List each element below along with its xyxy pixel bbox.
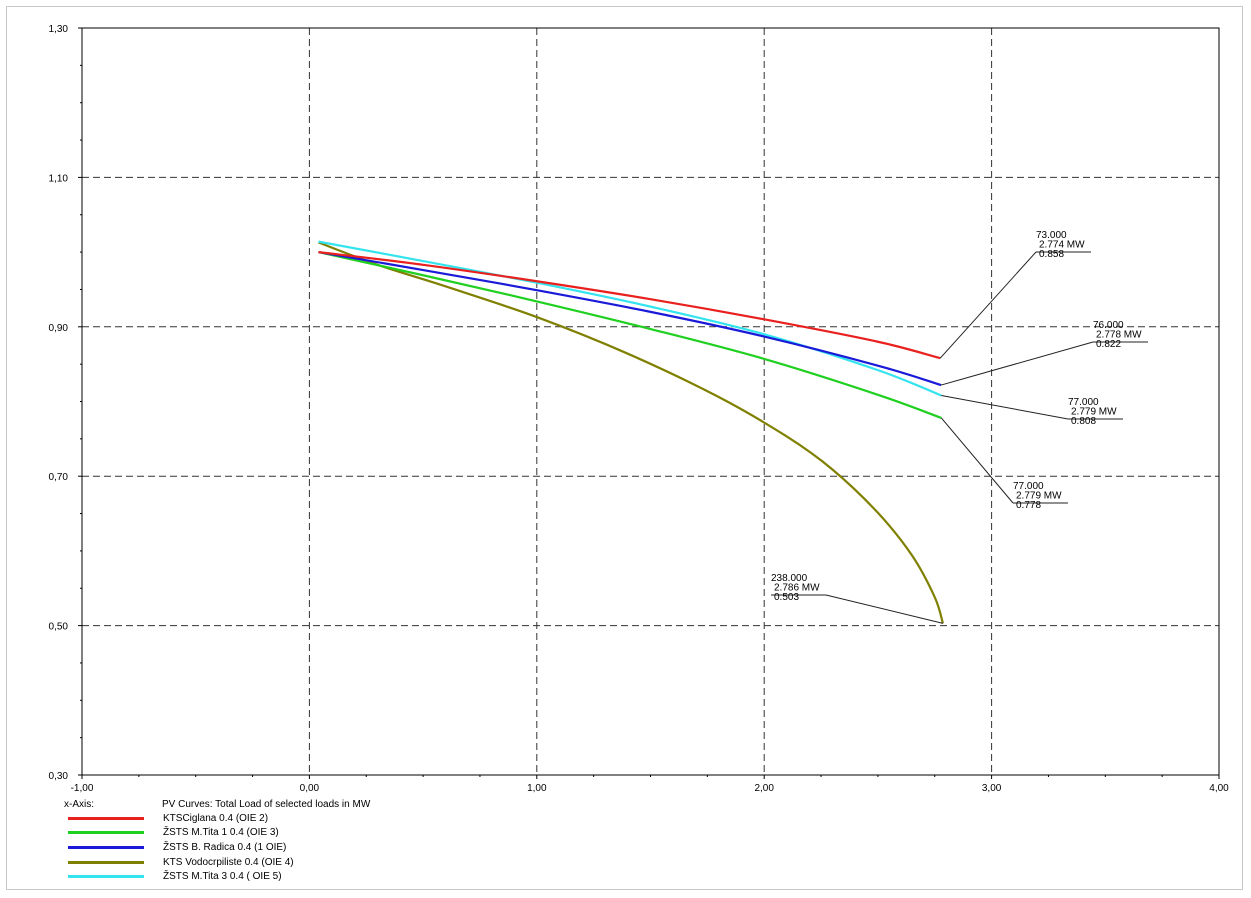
callout-text: 0.808 — [1071, 416, 1096, 427]
legend-swatch — [68, 831, 144, 835]
legend-label: KTSCiglana 0.4 (OIE 2) — [163, 812, 269, 824]
legend-label: ŽSTS M.Tita 1 0.4 (OIE 3) — [163, 827, 279, 839]
y-tick-label: 0,90 — [49, 323, 69, 334]
callout-text: 0.822 — [1096, 339, 1121, 350]
callout-text: 2.778 MW — [1096, 330, 1142, 341]
x-tick-label: 4,00 — [1209, 783, 1229, 794]
x-tick-label: 2,00 — [754, 783, 774, 794]
y-axis-ticks: 0,30 0,50 0,70 0,90 1,10 1,30 — [49, 24, 82, 782]
callout-leader — [941, 395, 1069, 420]
legend-axis-label: x-Axis: — [64, 798, 94, 810]
y-tick-label: 0,70 — [49, 472, 69, 483]
legend-header: x-Axis: PV Curves: Total Load of selecte… — [62, 797, 370, 811]
legend-swatch — [68, 845, 144, 849]
callout-text: 2.786 MW — [774, 583, 820, 594]
x-tick-label: 1,00 — [527, 783, 547, 794]
grid — [82, 28, 1219, 775]
legend-label: ŽSTS M.Tita 3 0.4 ( OIE 5) — [163, 871, 282, 883]
legend-item: KTSCiglana 0.4 (OIE 2) — [62, 811, 370, 826]
callout-leader — [825, 594, 944, 624]
callout-leader — [939, 251, 1037, 359]
legend-swatch — [68, 875, 144, 879]
callout-text: 0.858 — [1039, 249, 1064, 260]
x-axis-label: PV Curves: Total Load of selected loads … — [162, 798, 371, 810]
callout-text: 73.000 — [1036, 230, 1067, 241]
legend-label: KTS Vodocrpiliste 0.4 (OIE 4) — [163, 856, 294, 868]
legend-swatch — [68, 816, 144, 820]
callout-text: 76.000 — [1093, 320, 1124, 331]
callout-text: 77.000 — [1068, 397, 1099, 408]
callout-leader — [940, 341, 1094, 386]
y-tick-label: 1,10 — [49, 173, 69, 184]
x-axis-ticks: -1,00 0,00 1,00 2,00 3,00 4,00 — [71, 775, 1229, 794]
callout-text: 77.000 — [1013, 481, 1044, 492]
legend-item: ŽSTS M.Tita 1 0.4 (OIE 3) — [62, 826, 370, 841]
callout-text: 0.503 — [774, 592, 799, 603]
legend-label: ŽSTS B. Radica 0.4 (1 OIE) — [163, 841, 287, 853]
legend-item: KTS Vodocrpiliste 0.4 (OIE 4) — [62, 855, 370, 870]
chart-frame — [6, 6, 1243, 890]
x-tick-label: -1,00 — [71, 783, 94, 794]
callout-text: 2.774 MW — [1039, 240, 1085, 251]
y-tick-label: 0,30 — [49, 771, 69, 782]
legend-swatch — [68, 860, 144, 864]
y-tick-label: 1,30 — [49, 24, 69, 35]
callout-text: 0.778 — [1016, 500, 1041, 511]
callout-text: 2.779 MW — [1071, 407, 1117, 418]
series-line — [318, 251, 942, 419]
legend-item: ŽSTS M.Tita 3 0.4 ( OIE 5) — [62, 869, 370, 884]
series-line — [318, 251, 942, 387]
series-line — [318, 241, 944, 624]
series-line — [318, 240, 942, 397]
callout-leader — [940, 417, 1014, 504]
legend-item: ŽSTS B. Radica 0.4 (1 OIE) — [62, 840, 370, 855]
y-tick-label: 0,50 — [49, 622, 69, 633]
series-line — [318, 251, 941, 360]
plot-area-border — [81, 27, 1220, 776]
x-tick-label: 0,00 — [300, 783, 320, 794]
legend: x-Axis: PV Curves: Total Load of selecte… — [62, 797, 370, 884]
callout-text: 2.779 MW — [1016, 491, 1062, 502]
series-lines — [318, 240, 944, 624]
callout-text: 238.000 — [771, 573, 808, 584]
x-tick-label: 3,00 — [982, 783, 1002, 794]
